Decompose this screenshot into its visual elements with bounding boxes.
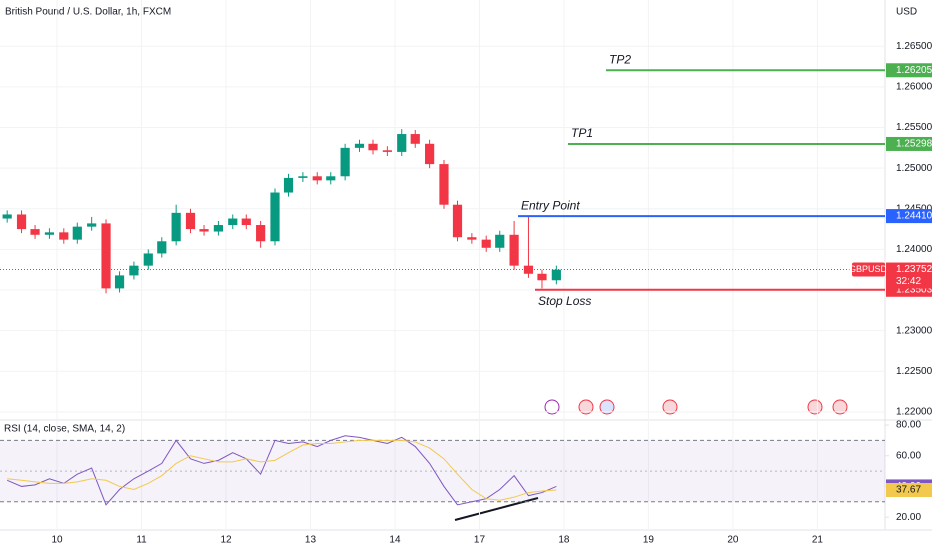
candle-body — [481, 239, 491, 248]
y-tick-label: 1.25500 — [896, 122, 932, 133]
y-tick-label: 1.23000 — [896, 325, 932, 336]
currency-label: USD — [896, 7, 917, 18]
chart-title: British Pound / U.S. Dollar, 1h, FXCM — [5, 7, 171, 18]
x-tick-label: 12 — [220, 535, 232, 546]
y-tick-label: 1.26000 — [896, 82, 932, 93]
candle-body — [509, 234, 519, 266]
event-icon — [578, 399, 594, 415]
y-tick-label: 1.24500 — [896, 203, 932, 214]
event-icons — [544, 399, 848, 415]
event-icon — [807, 399, 823, 415]
x-tick-label: 14 — [389, 535, 401, 546]
event-icon — [544, 399, 560, 415]
x-tick-label: 18 — [558, 535, 570, 546]
y-tick-label: 60.00 — [896, 450, 921, 461]
candle-body — [44, 232, 55, 235]
candle-body — [467, 237, 477, 240]
candle-body — [72, 226, 82, 240]
candle-body — [59, 232, 69, 240]
candle-body — [410, 134, 420, 144]
candle-body — [87, 223, 97, 227]
candle-body — [452, 204, 463, 238]
rsi-line — [7, 439, 557, 501]
candle-body — [2, 214, 12, 219]
candle-body — [537, 273, 547, 281]
candle-body — [495, 234, 505, 248]
rsi-value-box — [886, 483, 932, 498]
candle-body — [256, 225, 266, 242]
price-line-name: Stop Loss — [538, 294, 591, 308]
price-label: 1.23503 — [896, 284, 932, 295]
x-tick-label: 17 — [474, 535, 486, 546]
candle-body — [283, 177, 294, 193]
candle-body — [143, 253, 153, 266]
x-tick-label: 19 — [643, 535, 655, 546]
x-tick-label: 11 — [136, 535, 147, 546]
candle-body — [129, 265, 139, 276]
candle-body — [270, 192, 280, 242]
price-label-box — [886, 136, 932, 151]
candle-body — [228, 218, 238, 226]
rsi-line — [6, 435, 557, 506]
price-label: 1.25298 — [896, 139, 932, 150]
candle-body — [199, 229, 209, 232]
candle-body — [157, 241, 167, 254]
candle-body — [101, 223, 111, 289]
event-icon — [599, 399, 615, 415]
symbol-label: GBPUSD — [849, 264, 888, 274]
rsi-band — [0, 440, 885, 502]
symbol-box — [852, 262, 885, 277]
x-tick-label: 10 — [51, 535, 63, 546]
candle-body — [551, 269, 561, 281]
x-tick-label: 21 — [812, 535, 824, 546]
candle-body — [30, 229, 40, 235]
candle-body — [397, 134, 407, 152]
price-label-box — [886, 63, 932, 78]
event-icon — [662, 399, 678, 415]
candle-body — [340, 147, 350, 177]
candle-body — [354, 143, 365, 148]
countdown-label: 32:42 — [896, 276, 921, 287]
price-label: 1.24410 — [896, 211, 932, 222]
candle-body — [382, 150, 392, 152]
candle-body — [439, 164, 449, 205]
price-line-name: TP2 — [609, 52, 631, 66]
x-tick-label: 13 — [305, 535, 317, 546]
candle-body — [312, 176, 322, 181]
candle-body — [213, 225, 223, 232]
candle-body — [425, 143, 435, 165]
candle-body — [368, 143, 378, 151]
rsi-value-label: 37.67 — [896, 485, 921, 496]
price-line-name: Entry Point — [521, 198, 580, 212]
price-label: 1.26205 — [896, 65, 932, 76]
event-icon — [832, 399, 848, 415]
y-tick-label: 20.00 — [896, 512, 921, 523]
y-tick-label: 1.26500 — [896, 41, 932, 52]
price-line-name: TP1 — [571, 126, 593, 140]
candle-body — [185, 212, 196, 230]
candle-body — [326, 176, 336, 181]
candle-body — [298, 176, 308, 178]
candle-body — [241, 218, 251, 226]
y-tick-label: 1.22000 — [896, 407, 932, 418]
candle-body — [171, 212, 181, 242]
x-tick-label: 20 — [727, 535, 739, 546]
candle-body — [16, 214, 27, 230]
price-label-box — [886, 209, 932, 224]
y-tick-label: 1.25000 — [896, 163, 932, 174]
y-tick-label: 1.24000 — [896, 244, 932, 255]
candle-body — [114, 275, 125, 289]
last-price-label: 1.23752 — [896, 264, 932, 275]
rsi-title: RSI (14, close, SMA, 14, 2) — [4, 424, 125, 435]
divergence-line — [454, 497, 539, 521]
y-tick-label: 80.00 — [896, 420, 921, 431]
last-price-box — [886, 262, 932, 289]
y-tick-label: 1.22500 — [896, 366, 932, 377]
